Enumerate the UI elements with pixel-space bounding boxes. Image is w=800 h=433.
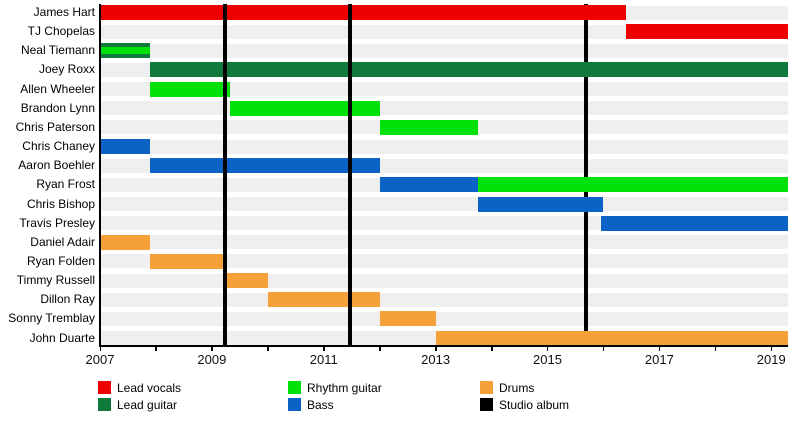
row-track <box>100 24 788 39</box>
member-label: Ryan Frost <box>36 177 95 192</box>
x-axis-tick-label: 2009 <box>197 352 227 367</box>
row-track <box>100 311 788 326</box>
role-bar-lead_vocals <box>625 24 788 40</box>
row-track <box>100 43 788 58</box>
legend-label-lead_vocals: Lead vocals <box>117 381 182 395</box>
x-axis-tick <box>658 347 661 351</box>
row-track <box>100 235 788 250</box>
role-bar-bass <box>100 139 151 155</box>
member-label: Neal Tiemann <box>20 43 95 58</box>
legend-label-lead_guitar: Lead guitar <box>117 398 178 412</box>
x-axis-line <box>99 345 788 347</box>
x-axis-tick <box>379 347 381 351</box>
legend-swatch-lead_vocals <box>98 381 111 394</box>
y-axis-line <box>99 4 101 345</box>
role-bar-bass <box>477 196 604 212</box>
member-label: Allen Wheeler <box>20 81 95 96</box>
row-track <box>100 292 788 307</box>
x-axis-tick-label: 2019 <box>756 352 786 367</box>
x-axis-tick-label: 2007 <box>85 352 115 367</box>
role-bar-lead_guitar <box>150 62 788 78</box>
role-bar-rhythm_guitar <box>230 100 380 116</box>
x-axis-tick-label: 2017 <box>644 352 674 367</box>
member-label: Brandon Lynn <box>20 100 95 115</box>
role-bar-drums <box>100 234 151 250</box>
legend-swatch-bass <box>288 398 301 411</box>
legend-label-studio_album: Studio album <box>499 398 570 412</box>
role-bar-drums <box>267 292 380 308</box>
row-track <box>100 139 788 154</box>
member-label: Chris Chaney <box>22 139 95 154</box>
legend-swatch-studio_album <box>480 398 493 411</box>
x-axis-tick <box>491 347 493 351</box>
row-track <box>100 101 788 116</box>
x-axis-tick-label: 2011 <box>309 352 338 367</box>
member-label: Ryan Folden <box>26 253 95 268</box>
member-label: Sonny Tremblay <box>8 311 95 326</box>
member-label: Travis Presley <box>19 215 95 230</box>
row-track <box>100 254 788 269</box>
legend-label-rhythm_guitar: Rhythm guitar <box>307 381 382 395</box>
row-track <box>100 273 788 288</box>
legend-label-drums: Drums <box>499 381 535 395</box>
x-axis-tick <box>155 347 157 351</box>
role-bar-lead_vocals <box>100 5 626 20</box>
role-bar-drums <box>223 273 268 289</box>
member-label: Chris Paterson <box>15 119 95 134</box>
member-label: Daniel Adair <box>30 234 95 249</box>
role-bar-bass <box>600 215 788 231</box>
role-bar-rhythm_guitar <box>379 119 478 135</box>
legend-swatch-rhythm_guitar <box>288 381 301 394</box>
role-bar-drums <box>150 253 224 269</box>
x-axis-tick <box>99 347 101 351</box>
member-label: TJ Chopelas <box>27 24 95 39</box>
x-axis-tick <box>435 347 437 351</box>
role-bar-bass <box>379 177 478 193</box>
role-bar-rhythm_guitar <box>477 177 788 193</box>
studio-album-line <box>223 4 228 345</box>
member-label: Chris Bishop <box>26 196 95 211</box>
row-track <box>100 82 788 97</box>
legend-label-bass: Bass <box>307 398 334 412</box>
studio-album-line <box>348 4 353 345</box>
role-bar-rhythm_guitar <box>150 81 231 97</box>
legend-swatch-drums <box>480 381 493 394</box>
x-axis-tick <box>323 347 325 351</box>
x-axis-tick-label: 2015 <box>533 352 562 367</box>
role-bar-drums <box>435 330 788 346</box>
member-label: John Duarte <box>29 330 95 345</box>
x-axis-tick <box>546 347 549 351</box>
x-axis-tick <box>211 347 213 351</box>
member-label: Dillon Ray <box>40 292 95 307</box>
row-track <box>100 197 788 211</box>
member-label: Timmy Russell <box>16 273 95 288</box>
x-axis-tick <box>770 347 773 351</box>
role-bar-drums <box>379 311 436 327</box>
role-bar-bass <box>150 158 380 174</box>
x-axis-tick <box>602 347 605 351</box>
x-axis-tick-label: 2013 <box>421 352 451 367</box>
x-axis-tick <box>267 347 269 351</box>
member-label: Aaron Boehler <box>18 158 95 173</box>
legend-swatch-lead_guitar <box>98 398 111 411</box>
member-label: James Hart <box>33 5 95 19</box>
member-label: Joey Roxx <box>38 62 95 77</box>
studio-album-line <box>583 4 588 345</box>
role-bar-lead_guitar <box>100 43 151 59</box>
role-bar-overlay-rhythm_guitar <box>100 47 151 55</box>
x-axis-tick <box>714 347 717 351</box>
